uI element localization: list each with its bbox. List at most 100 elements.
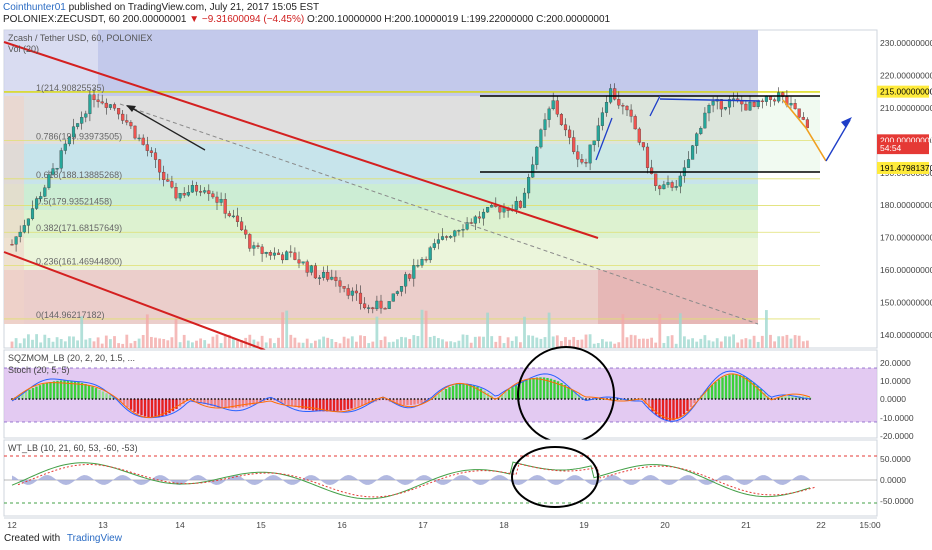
volume-bar: [724, 336, 727, 348]
candle-body: [186, 192, 190, 196]
squeeze-dot: [760, 398, 762, 400]
candle-body: [502, 207, 506, 213]
volume-bar: [650, 337, 653, 348]
sqzmom-bar: [80, 382, 84, 399]
sqzmom-bar: [759, 389, 763, 399]
volume-bar: [691, 338, 694, 348]
squeeze-dot: [690, 398, 692, 400]
squeeze-dot: [445, 398, 447, 400]
time-axis-label: 22: [816, 520, 826, 530]
squeeze-dot: [207, 398, 209, 400]
candle-body: [26, 218, 30, 226]
candle-body: [256, 245, 260, 248]
candle-body: [518, 201, 522, 208]
volume-bar: [371, 341, 375, 348]
sqzmom-bar: [479, 388, 483, 399]
wt-axis-label: 0.0000: [880, 475, 906, 485]
candle-body: [326, 272, 330, 280]
candle-body: [559, 114, 563, 125]
sqzmom-bar: [437, 393, 441, 399]
sqzmom-bar: [66, 380, 70, 399]
arrow-black-head: [126, 105, 136, 112]
volume-bar: [404, 337, 407, 348]
sqzmom-bar: [227, 399, 231, 409]
sqzmom-bar: [672, 399, 675, 421]
squeeze-dot: [417, 398, 419, 400]
volume-bar: [359, 335, 362, 348]
candle-body: [63, 143, 67, 151]
sqzmom-title: SQZMOM_LB (20, 2, 20, 1.5, ...: [8, 353, 135, 363]
volume-bar: [695, 341, 699, 348]
volume-bar: [715, 338, 719, 348]
volume-bar: [236, 340, 239, 348]
sqzmom-bar: [178, 399, 182, 407]
trendline-lower[interactable]: [3, 251, 266, 351]
squeeze-dot: [112, 398, 115, 400]
squeeze-dot: [287, 398, 290, 400]
candle-body: [252, 245, 256, 249]
volume-bar: [613, 343, 617, 348]
volume-bar: [211, 336, 215, 348]
sqzmom-bar: [574, 391, 577, 399]
candle-body: [59, 150, 63, 169]
price-change: ▼ −9.31600094 (−4.45%): [189, 14, 305, 25]
ohlc-line: POLONIEX:ZECUSDT, 60 200.00000001 ▼ −9.3…: [3, 14, 610, 25]
squeeze-dot: [28, 398, 31, 400]
squeeze-dot: [560, 398, 563, 400]
squeeze-dot: [98, 398, 101, 400]
volume-bar: [10, 341, 14, 348]
sqzmom-bar: [805, 396, 808, 399]
volume-bar: [765, 310, 768, 348]
candle-body: [522, 192, 527, 208]
volume-bars: [10, 309, 809, 348]
squeeze-dot: [574, 398, 577, 400]
volume-bar: [510, 340, 514, 348]
sqzmom-bar: [31, 388, 35, 399]
candle-body: [363, 303, 367, 309]
squeeze-dot: [462, 398, 465, 400]
candle-body: [80, 117, 84, 124]
sqzmom-bar: [343, 399, 346, 410]
tradingview-logo[interactable]: TradingView: [66, 533, 122, 544]
sqzmom-bar: [504, 391, 507, 399]
volume-bar: [182, 334, 186, 348]
squeeze-dot: [564, 398, 566, 400]
volume-bar: [96, 337, 100, 348]
candle-body: [486, 207, 490, 213]
candle-body: [514, 201, 518, 210]
volume-bar: [375, 316, 379, 348]
volume-bar: [215, 334, 219, 348]
time-axis-label: 19: [579, 520, 589, 530]
sqzmom-bar: [63, 380, 66, 399]
sqzmom-bar: [161, 399, 164, 417]
dashed-trendline[interactable]: [119, 103, 759, 325]
sqzmom-bar: [518, 383, 521, 399]
trendline-upper[interactable]: [3, 41, 599, 239]
squeeze-dot: [95, 398, 97, 400]
squeeze-dot: [291, 398, 293, 400]
wt2-line: [17, 463, 817, 498]
squeeze-dot: [546, 398, 549, 400]
candle-body: [404, 274, 408, 287]
squeeze-dot: [501, 398, 503, 400]
author-name[interactable]: Cointhunter01: [3, 2, 66, 13]
sqzmom-bar: [707, 388, 710, 399]
sqzmom-bar: [280, 399, 283, 403]
volume-bar: [113, 336, 116, 348]
sqzmom-bar: [199, 399, 203, 404]
squeeze-dot: [154, 398, 157, 400]
sqzmom-bar: [94, 388, 98, 399]
volume-bar: [260, 335, 264, 348]
candle-body: [674, 186, 678, 188]
sqzmom-bar: [143, 399, 147, 417]
sqzmom-bar: [325, 399, 329, 412]
squeeze-dot: [536, 398, 538, 400]
fib-label: 0.786(199.93973505): [36, 132, 122, 142]
volume-bar: [297, 342, 301, 348]
sqzmom-bar: [458, 383, 462, 399]
volume-bar: [728, 336, 731, 348]
volume-bar: [756, 341, 760, 348]
volume-bar: [564, 337, 567, 348]
squeeze-dot: [53, 398, 55, 400]
